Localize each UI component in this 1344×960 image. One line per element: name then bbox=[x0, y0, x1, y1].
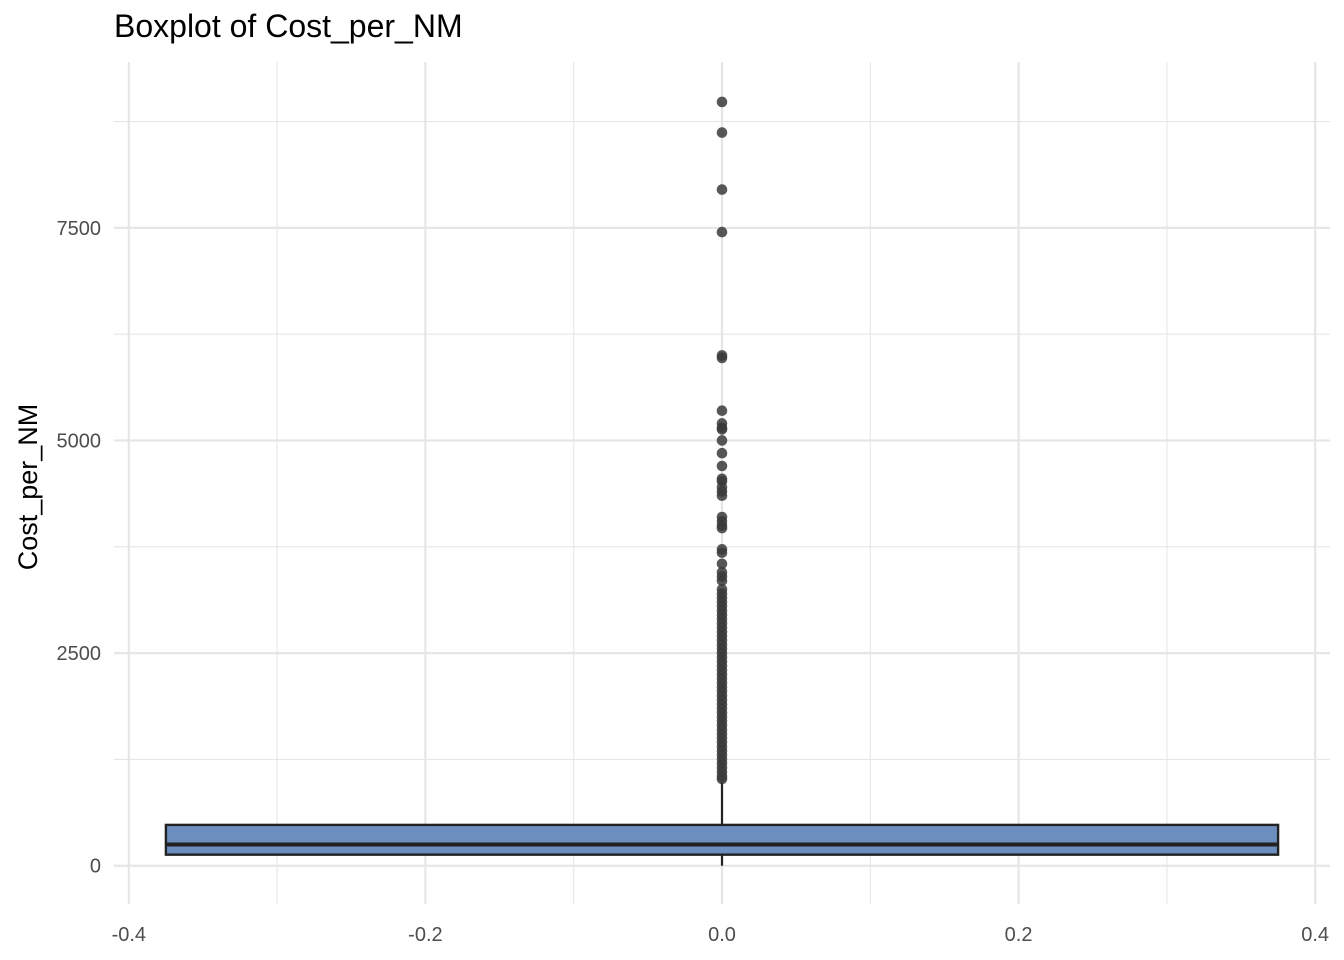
y-tick-label: 5000 bbox=[57, 430, 102, 452]
y-tick-label: 7500 bbox=[57, 218, 102, 240]
outlier-point bbox=[716, 558, 728, 570]
x-tick-label: -0.2 bbox=[408, 924, 442, 946]
x-tick-labels: -0.4 -0.2 0.0 0.2 0.4 bbox=[112, 924, 1329, 946]
outlier-point bbox=[716, 522, 728, 534]
outlier-point bbox=[716, 352, 728, 364]
outlier-point bbox=[716, 547, 728, 559]
y-tick-labels: 0 2500 5000 7500 bbox=[57, 218, 102, 878]
iqr-box bbox=[164, 823, 1280, 856]
x-tick-label: -0.4 bbox=[112, 924, 146, 946]
x-tick-label: 0.0 bbox=[708, 924, 736, 946]
outlier-point bbox=[716, 435, 728, 446]
outlier-point bbox=[716, 226, 728, 238]
outlier-point bbox=[716, 447, 728, 459]
outlier-point bbox=[716, 460, 728, 472]
y-axis-title: Cost_per_NM bbox=[13, 404, 43, 571]
x-tick-label: 0.4 bbox=[1301, 924, 1329, 946]
outlier-point bbox=[716, 575, 728, 587]
outlier-point bbox=[716, 184, 728, 195]
outlier-points bbox=[716, 96, 728, 785]
y-tick-label: 2500 bbox=[57, 643, 102, 665]
outlier-point bbox=[716, 405, 728, 417]
x-tick-label: 0.2 bbox=[1005, 924, 1033, 946]
chart-title: Boxplot of Cost_per_NM bbox=[114, 8, 463, 44]
outlier-point bbox=[716, 127, 728, 138]
outlier-point bbox=[716, 773, 728, 785]
outlier-point bbox=[716, 96, 728, 108]
y-tick-label: 0 bbox=[90, 856, 101, 878]
box-group bbox=[164, 823, 1280, 856]
outlier-point bbox=[716, 490, 728, 502]
outlier-point bbox=[716, 424, 728, 435]
